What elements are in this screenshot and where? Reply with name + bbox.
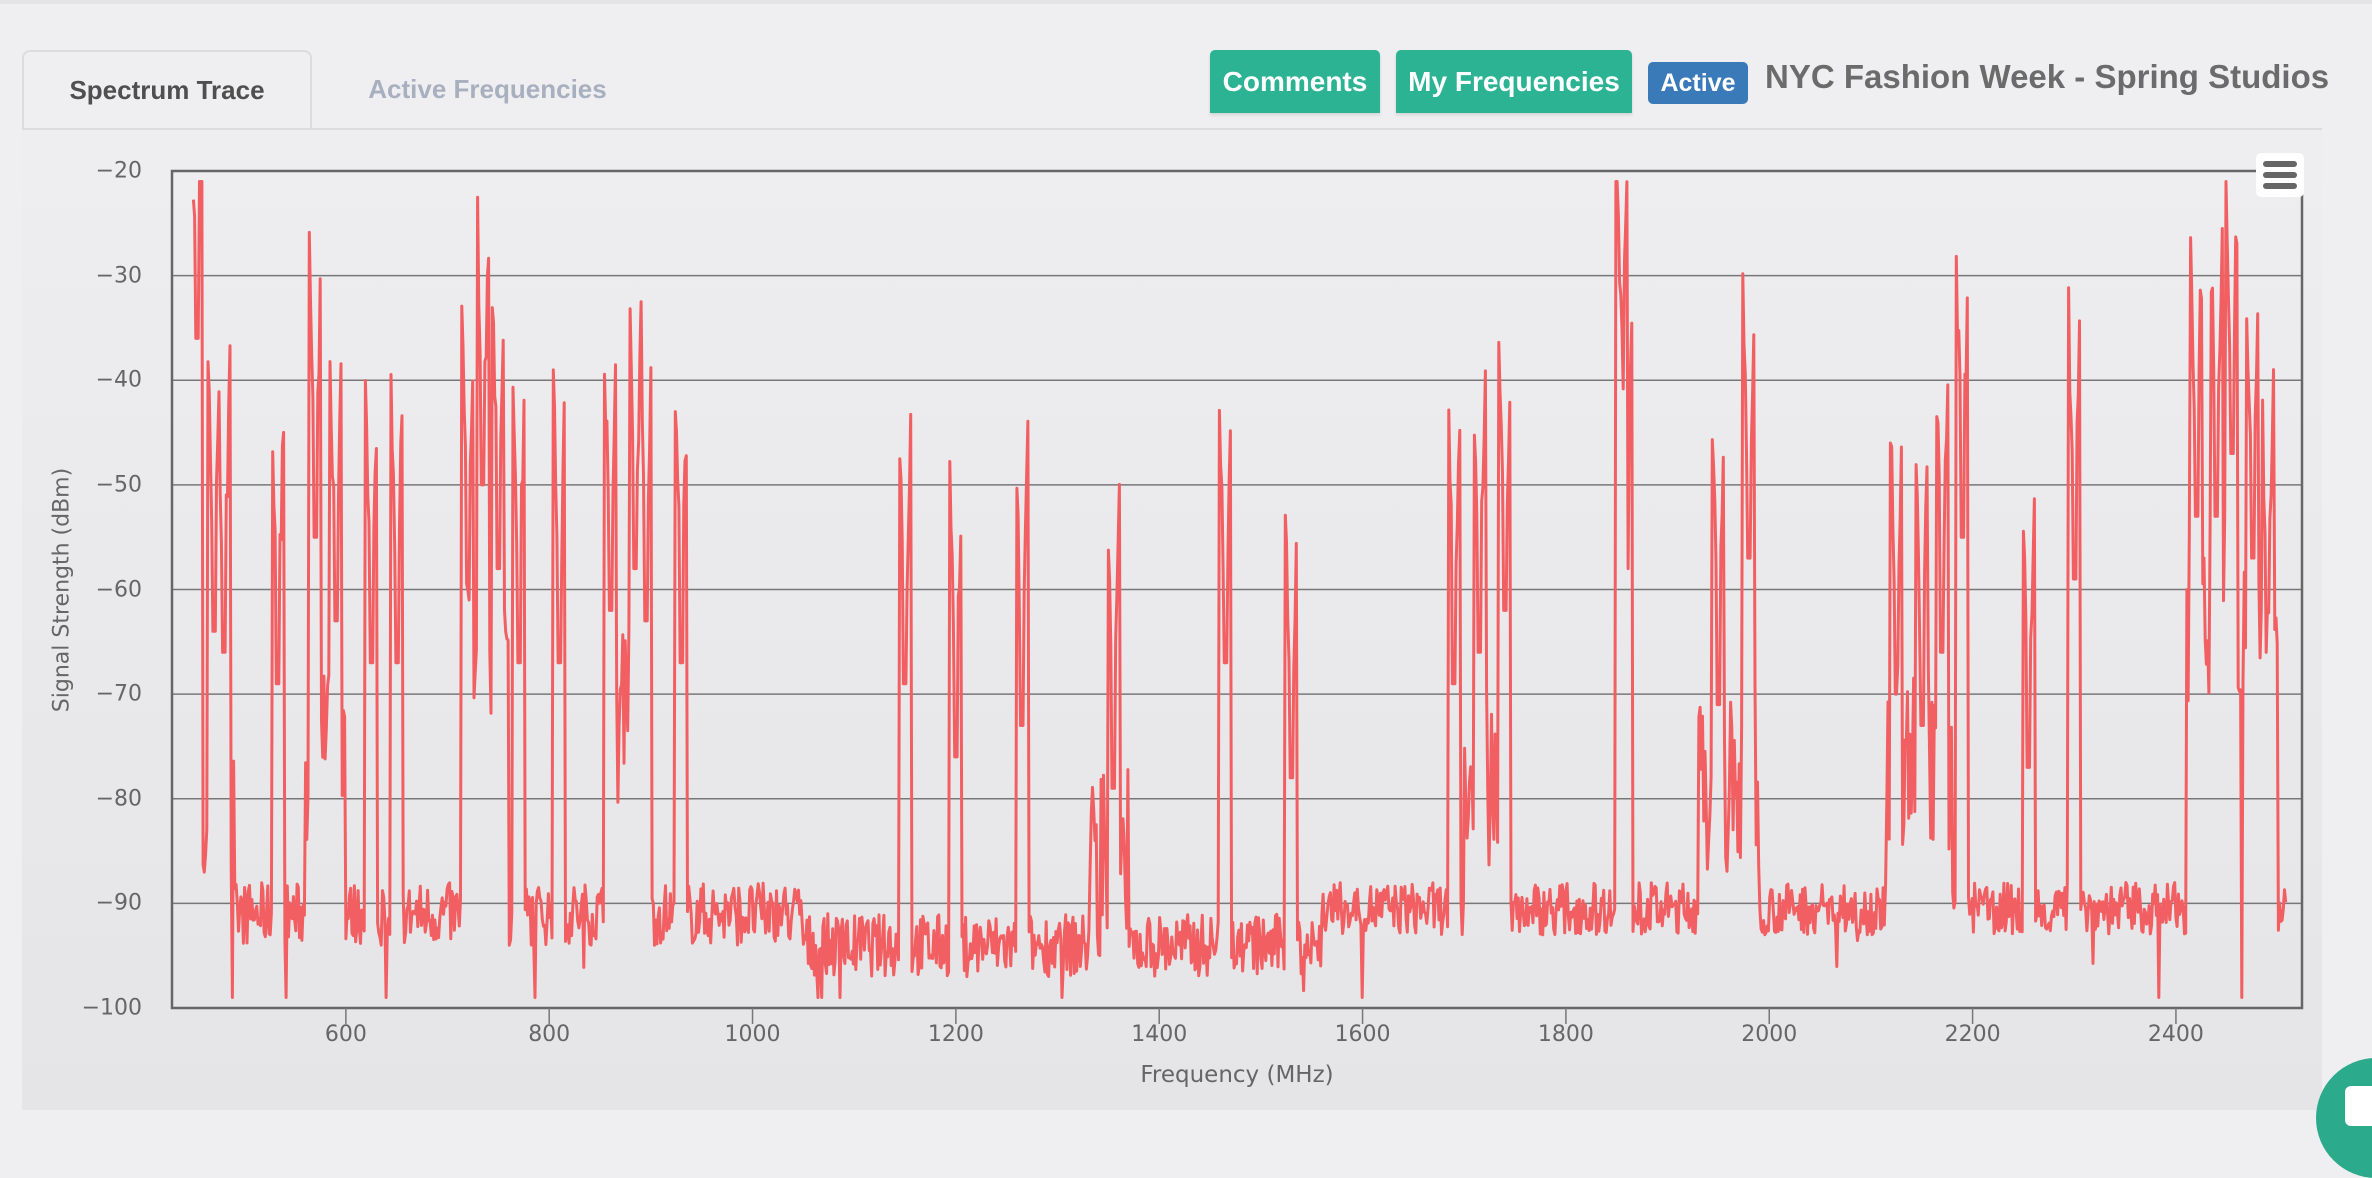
x-tick-label: 600 bbox=[324, 1022, 367, 1047]
hamburger-menu-icon-bar bbox=[2263, 172, 2297, 178]
y-tick-label: −50 bbox=[95, 472, 142, 498]
top-edge bbox=[0, 0, 2372, 4]
y-tick-label: −40 bbox=[95, 367, 142, 393]
my-frequencies-button[interactable]: My Frequencies bbox=[1396, 50, 1632, 113]
y-tick-label: −80 bbox=[95, 786, 142, 812]
spectrum-trace-line bbox=[191, 180, 2288, 999]
x-tick-label: 2000 bbox=[1741, 1022, 1798, 1047]
x-tick-label: 1200 bbox=[927, 1022, 984, 1047]
x-tick-label: 1400 bbox=[1131, 1022, 1188, 1047]
y-axis-label: Signal Strength (dBm) bbox=[49, 467, 75, 713]
y-tick-label: −20 bbox=[95, 158, 142, 184]
event-title: NYC Fashion Week - Spring Studios bbox=[1765, 58, 2330, 95]
chart-menu-button[interactable] bbox=[2256, 153, 2304, 197]
y-tick-label: −70 bbox=[95, 681, 142, 707]
status-badge: Active bbox=[1648, 62, 1748, 104]
x-tick-label: 2400 bbox=[2147, 1022, 2204, 1047]
tab-divider bbox=[22, 128, 2322, 130]
x-tick-label: 800 bbox=[528, 1022, 571, 1047]
x-tick-label: 1000 bbox=[724, 1022, 781, 1047]
tab-spectrum-trace[interactable]: Spectrum Trace bbox=[22, 50, 312, 128]
y-tick-label: −60 bbox=[95, 577, 142, 602]
x-tick-label: 1800 bbox=[1537, 1022, 1594, 1047]
hamburger-menu-icon-bar bbox=[2263, 183, 2297, 189]
x-tick-label: 1600 bbox=[1334, 1022, 1391, 1047]
tab-active-frequencies[interactable]: Active Frequencies bbox=[368, 73, 607, 104]
x-tick-label: 2200 bbox=[1944, 1022, 2001, 1047]
y-tick-label: −30 bbox=[95, 263, 142, 289]
chat-icon bbox=[2345, 1086, 2372, 1126]
y-tick-label: −90 bbox=[95, 890, 142, 916]
x-axis-tick-marks bbox=[345, 1008, 2177, 1024]
spectrum-chart bbox=[170, 169, 2304, 1024]
y-tick-label: −100 bbox=[81, 995, 142, 1021]
comments-button[interactable]: Comments bbox=[1210, 50, 1380, 113]
plot-frame bbox=[170, 169, 2304, 1010]
hamburger-menu-icon bbox=[2263, 161, 2297, 167]
x-axis-label: Frequency (MHz) bbox=[1140, 1062, 1334, 1088]
